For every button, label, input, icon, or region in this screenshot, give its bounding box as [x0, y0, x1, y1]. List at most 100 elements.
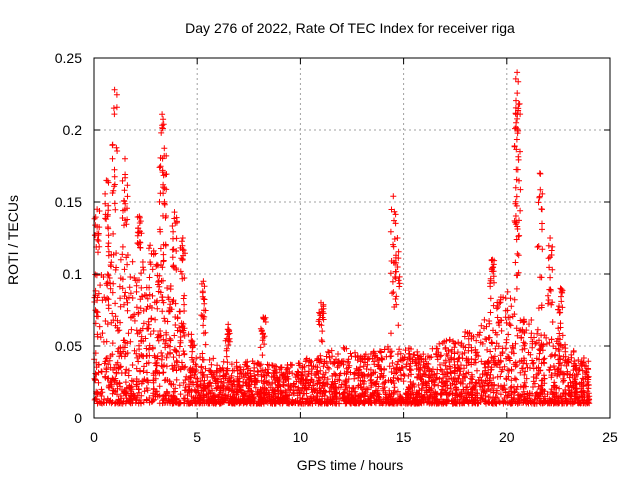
data-point: [135, 400, 142, 407]
data-point: [189, 338, 196, 345]
data-point: [452, 367, 459, 374]
data-point: [317, 390, 324, 397]
data-point: [257, 386, 264, 393]
data-point: [418, 385, 425, 392]
data-point: [129, 362, 136, 368]
data-point: [251, 372, 258, 379]
data-point: [323, 353, 330, 360]
data-point: [537, 170, 544, 177]
data-point: [514, 250, 521, 257]
data-point: [159, 169, 166, 176]
data-point: [106, 275, 113, 281]
data-point: [121, 301, 127, 308]
data-point: [230, 388, 237, 395]
data-point: [422, 372, 429, 378]
data-point: [112, 300, 119, 307]
data-point: [437, 390, 444, 397]
data-point: [579, 375, 586, 382]
data-point: [414, 374, 421, 381]
data-point: [344, 368, 351, 375]
data-point: [406, 355, 413, 362]
data-point: [145, 321, 152, 328]
data-point: [461, 333, 468, 340]
data-point: [249, 358, 256, 365]
data-point: [570, 360, 577, 367]
data-point: [131, 347, 138, 354]
data-point: [340, 344, 347, 351]
data-point: [362, 393, 368, 400]
data-point: [148, 315, 155, 322]
data-point: [512, 213, 519, 219]
data-point: [98, 368, 105, 375]
data-point: [445, 347, 452, 354]
data-point: [387, 349, 394, 356]
data-point: [114, 317, 121, 324]
data-point: [307, 400, 314, 407]
data-point: [572, 365, 579, 372]
data-point: [124, 193, 131, 200]
data-point: [534, 326, 541, 333]
data-point: [491, 279, 497, 286]
data-point: [395, 358, 402, 365]
data-point: [323, 360, 330, 367]
data-point: [319, 382, 326, 389]
data-point: [197, 399, 203, 406]
data-point: [451, 350, 458, 357]
data-point: [539, 190, 546, 197]
data-point: [163, 388, 170, 395]
data-point: [477, 329, 483, 336]
data-point: [351, 375, 358, 382]
data-point: [404, 390, 410, 397]
data-point: [295, 384, 302, 391]
data-point: [169, 254, 176, 261]
data-point: [456, 354, 463, 361]
data-point: [298, 380, 305, 387]
data-point: [569, 398, 576, 405]
data-point: [124, 205, 130, 212]
data-point: [485, 360, 491, 367]
data-point: [246, 385, 252, 392]
data-point: [425, 373, 432, 380]
data-point: [492, 394, 499, 400]
data-point: [561, 400, 568, 407]
data-point: [367, 393, 374, 400]
data-point: [116, 379, 123, 386]
data-point: [226, 327, 233, 334]
data-point: [501, 382, 508, 389]
data-point: [372, 400, 379, 407]
data-point: [181, 332, 188, 339]
data-point: [489, 264, 496, 271]
data-point: [529, 340, 536, 347]
data-point: [125, 372, 132, 379]
data-point: [104, 355, 110, 361]
data-point: [472, 359, 479, 366]
data-point: [146, 342, 153, 349]
data-point: [493, 390, 500, 396]
data-point: [164, 377, 171, 383]
data-point: [503, 355, 510, 362]
data-point: [320, 363, 327, 370]
data-point: [118, 353, 125, 360]
data-point: [545, 242, 552, 249]
data-point: [220, 372, 227, 379]
data-point: [535, 370, 542, 377]
data-point: [355, 367, 361, 374]
data-point: [103, 216, 110, 223]
data-point: [288, 384, 295, 391]
data-point: [490, 375, 497, 381]
data-point: [435, 382, 442, 389]
data-point: [382, 396, 389, 403]
data-point: [375, 361, 382, 368]
data-point: [252, 384, 259, 391]
data-point: [545, 255, 552, 262]
data-point: [558, 288, 565, 295]
data-point: [111, 111, 118, 118]
data-point: [159, 308, 166, 315]
data-point: [578, 379, 585, 386]
data-point: [420, 351, 427, 358]
data-point: [96, 399, 103, 406]
data-point: [388, 353, 395, 359]
data-point: [107, 262, 114, 268]
data-point: [443, 366, 450, 373]
